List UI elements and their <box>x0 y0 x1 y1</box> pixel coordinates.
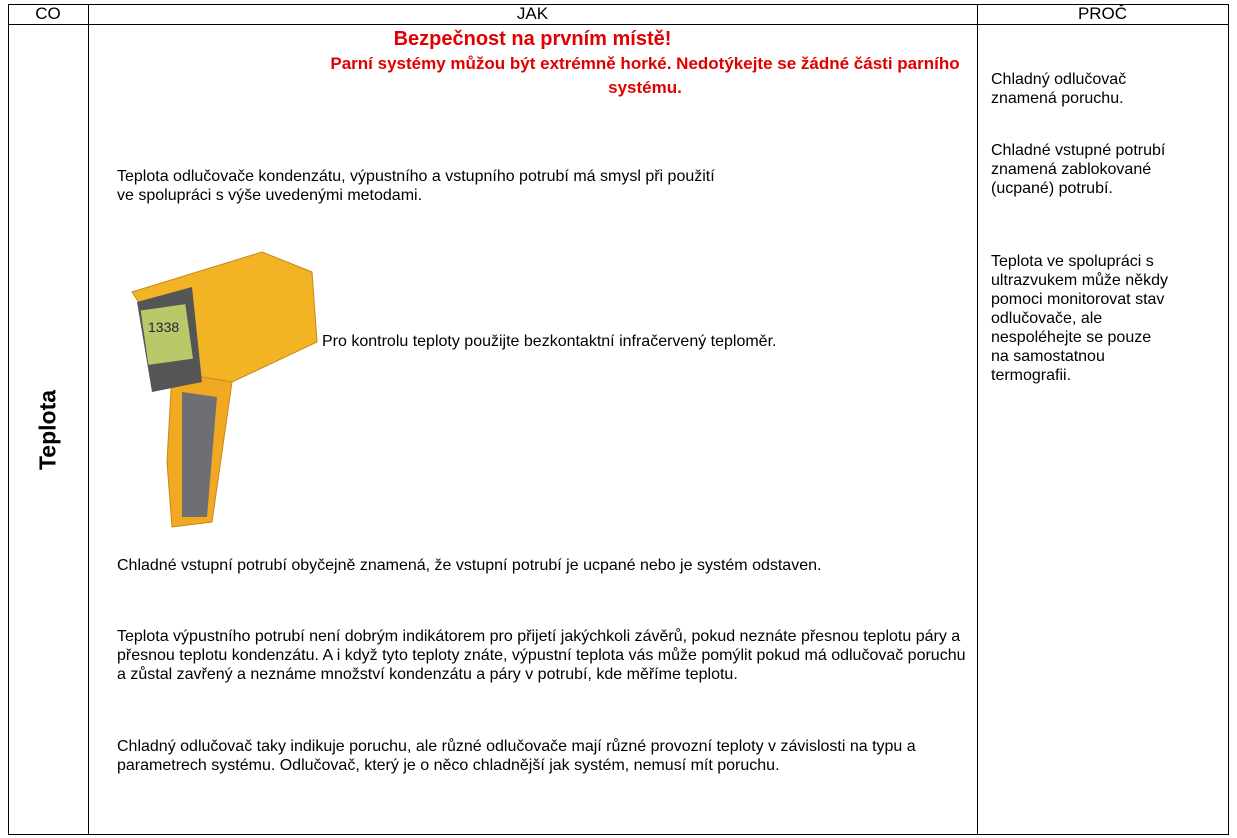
paragraph: Chladný odlučovač taky indikuje poruchu,… <box>117 738 916 774</box>
warning-text: Parní systémy můžou být extrémně horké. … <box>330 54 960 97</box>
intro-paragraph: Teplota odlučovače kondenzátu, výpustníh… <box>117 168 715 204</box>
reason: Chladné vstupné potrubí znamená zablokov… <box>991 142 1166 197</box>
header-jak: JAK <box>516 4 549 23</box>
header-co: CO <box>35 4 61 23</box>
col-line <box>977 4 978 835</box>
col-line <box>88 4 89 835</box>
table-border <box>8 4 1229 835</box>
row-label: Teplota <box>34 389 61 471</box>
image-caption: Pro kontrolu teploty použijte bezkontakt… <box>322 333 777 350</box>
warning-title: Bezpečnost na prvním místě! <box>393 28 672 50</box>
reason: Chladný odlučovač znamená poruchu. <box>991 71 1127 107</box>
paragraph: Teplota výpustního potrubí není dobrým i… <box>117 628 966 683</box>
reason: Teplota ve spolupráci s ultrazvukem může… <box>991 253 1168 384</box>
thermometer-image: 1338 <box>131 251 318 528</box>
paragraph: Chladné vstupní potrubí obyčejně znamená… <box>117 557 822 574</box>
svg-text:1338: 1338 <box>148 319 179 335</box>
header-proc: PROČ <box>1077 4 1128 23</box>
row-line <box>8 24 1229 25</box>
